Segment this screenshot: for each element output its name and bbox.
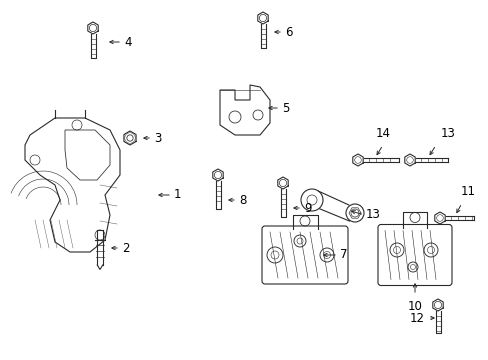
Text: 13: 13 (440, 127, 454, 140)
Text: 3: 3 (154, 131, 161, 144)
Text: 1: 1 (174, 189, 181, 202)
Text: 9: 9 (304, 202, 311, 215)
Text: 7: 7 (339, 248, 347, 261)
Text: 8: 8 (239, 194, 246, 207)
Text: 11: 11 (460, 185, 474, 198)
Text: 14: 14 (375, 127, 390, 140)
Text: 6: 6 (285, 26, 292, 39)
Text: 4: 4 (124, 36, 131, 49)
Text: 10: 10 (407, 300, 422, 313)
Text: 13: 13 (365, 208, 380, 221)
Text: 12: 12 (409, 311, 424, 324)
Text: 2: 2 (122, 242, 129, 255)
Text: 5: 5 (282, 102, 289, 114)
